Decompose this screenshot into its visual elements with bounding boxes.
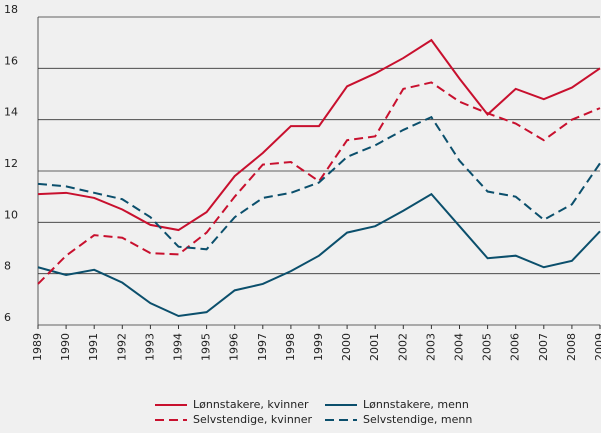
y-tick-label: 8 bbox=[4, 260, 11, 273]
x-tick-label: 2001 bbox=[368, 333, 381, 361]
x-tick-label: 2005 bbox=[481, 333, 494, 361]
y-tick-label: 6 bbox=[4, 311, 11, 324]
series-line bbox=[37, 115, 601, 251]
x-tick-label: 1989 bbox=[31, 333, 44, 361]
x-tick-label: 2008 bbox=[565, 333, 578, 361]
x-tick-label: 2007 bbox=[537, 333, 550, 361]
series-line bbox=[37, 81, 601, 285]
y-tick-label: 16 bbox=[4, 54, 18, 67]
x-tick-label: 2006 bbox=[509, 333, 522, 361]
x-tick-label: 1998 bbox=[284, 333, 297, 361]
x-tick-label: 1994 bbox=[172, 333, 185, 361]
x-tick-label: 2009 bbox=[593, 333, 601, 361]
y-tick-label: 14 bbox=[4, 106, 18, 119]
x-tick-label: 2003 bbox=[424, 333, 437, 361]
x-tick-label: 1995 bbox=[200, 333, 213, 361]
y-tick-label: 10 bbox=[4, 208, 18, 221]
x-tick-label: 1997 bbox=[256, 333, 269, 361]
series-line bbox=[37, 192, 601, 318]
x-tick-label: 1992 bbox=[115, 333, 128, 361]
x-tick-label: 1996 bbox=[228, 333, 241, 361]
legend-label: Lønnstakere, menn bbox=[363, 398, 469, 411]
legend-label: Selvstendige, kvinner bbox=[193, 413, 313, 426]
x-tick-label: 1991 bbox=[87, 333, 100, 361]
y-tick-label: 12 bbox=[4, 157, 18, 170]
x-tick-label: 1990 bbox=[59, 333, 72, 361]
legend-label: Selvstendige, menn bbox=[363, 413, 472, 426]
x-tick-label: 1999 bbox=[312, 333, 325, 361]
x-tick-label: 1993 bbox=[143, 333, 156, 361]
x-tick-label: 2000 bbox=[340, 333, 353, 361]
x-tick-label: 2002 bbox=[396, 333, 409, 361]
x-tick-label: 2004 bbox=[453, 333, 466, 361]
y-tick-label: 18 bbox=[4, 3, 18, 16]
series-line bbox=[37, 38, 601, 232]
legend-label: Lønnstakere, kvinner bbox=[193, 398, 309, 411]
